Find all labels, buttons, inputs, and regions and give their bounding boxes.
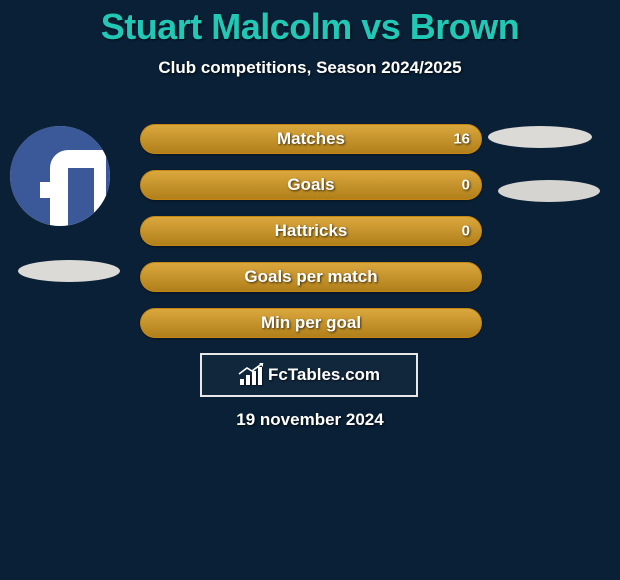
avatar-shadow-right-1 — [488, 126, 592, 148]
stat-right-value: 16 — [453, 131, 470, 148]
brand-badge: FcTables.com — [200, 353, 418, 397]
stat-bar: Min per goal — [140, 308, 482, 338]
stat-bar: Hattricks 0 — [140, 216, 482, 246]
stat-bar: Matches 16 — [140, 124, 482, 154]
subtitle: Club competitions, Season 2024/2025 — [0, 58, 620, 78]
stat-right-value: 0 — [462, 177, 470, 194]
stat-label: Goals — [287, 175, 334, 195]
stat-right-value: 0 — [462, 223, 470, 240]
facebook-icon — [10, 126, 110, 226]
bar-chart-icon — [238, 365, 264, 385]
stat-bars: Matches 16 Goals 0 Hattricks 0 Goals per… — [140, 124, 482, 354]
avatar-shadow-left — [18, 260, 120, 282]
stat-label: Matches — [277, 129, 345, 149]
stat-label: Goals per match — [244, 267, 377, 287]
avatar-shadow-right-2 — [498, 180, 600, 202]
player-left-avatar — [10, 126, 110, 226]
stat-bar: Goals per match — [140, 262, 482, 292]
brand-text: FcTables.com — [268, 365, 380, 385]
stat-bar: Goals 0 — [140, 170, 482, 200]
stat-label: Hattricks — [275, 221, 348, 241]
footer-date: 19 november 2024 — [0, 410, 620, 430]
page-title: Stuart Malcolm vs Brown — [0, 6, 620, 48]
infographic-root: Stuart Malcolm vs Brown Club competition… — [0, 0, 620, 580]
stat-label: Min per goal — [261, 313, 361, 333]
